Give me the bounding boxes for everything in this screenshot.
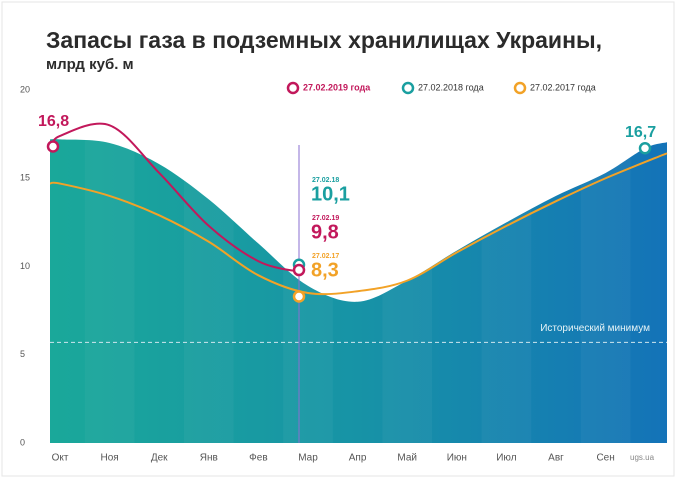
- value-label: 16,7: [625, 124, 656, 141]
- value-label: 16,8: [38, 113, 69, 130]
- value-label: 10,1: [311, 183, 350, 205]
- line: [52, 122, 300, 273]
- date-label: 27.02.17: [312, 253, 339, 260]
- y-tick-label: 5: [20, 349, 25, 359]
- marker: [292, 290, 306, 303]
- marker: [638, 141, 652, 155]
- month-band: [382, 90, 432, 443]
- y-tick-label: 15: [20, 173, 30, 183]
- chart-title: Запасы газа в подземных хранилищах Украи…: [46, 27, 602, 53]
- x-tick-label: Апр: [349, 453, 367, 464]
- month-band: [580, 90, 631, 443]
- x-tick-label: Май: [397, 453, 417, 464]
- x-tick-label: Дек: [151, 453, 168, 464]
- x-tick-label: Фев: [249, 453, 267, 464]
- x-tick-label: Авг: [548, 453, 564, 464]
- x-tick-label: Янв: [200, 453, 218, 464]
- month-band: [84, 90, 135, 443]
- legend-marker: [286, 81, 300, 95]
- y-tick-label: 0: [20, 437, 25, 447]
- x-tick-label: Мар: [298, 453, 318, 464]
- month-band: [184, 90, 234, 443]
- value-label: 9,8: [311, 221, 339, 243]
- legend-marker: [513, 81, 527, 95]
- y-tick-label: 20: [20, 84, 30, 94]
- legend-label: 27.02.2017 года: [530, 82, 596, 92]
- source: ugs.ua: [630, 453, 655, 462]
- date-label: 27.02.18: [312, 177, 339, 184]
- y-tick-label: 10: [20, 261, 30, 271]
- date-label: 27.02.19: [312, 215, 339, 222]
- marker: [292, 263, 306, 277]
- x-tick-label: Июн: [447, 453, 467, 464]
- legend-label: 27.02.2019 года: [303, 82, 371, 92]
- reference-label: Исторический минимум: [540, 323, 650, 334]
- x-tick-label: Окт: [52, 453, 69, 464]
- month-band: [283, 90, 333, 443]
- value-label: 8,3: [311, 259, 339, 281]
- marker: [46, 140, 60, 153]
- line: [49, 152, 668, 296]
- legend-label: 27.02.2018 года: [418, 82, 484, 92]
- area: [50, 139, 667, 444]
- chart-subtitle: млрд куб. м: [46, 56, 134, 73]
- month-band: [481, 90, 532, 443]
- x-tick-label: Сен: [596, 453, 614, 464]
- x-tick-label: Ноя: [100, 453, 118, 464]
- legend-marker: [401, 81, 415, 95]
- x-tick-label: Июл: [496, 453, 516, 464]
